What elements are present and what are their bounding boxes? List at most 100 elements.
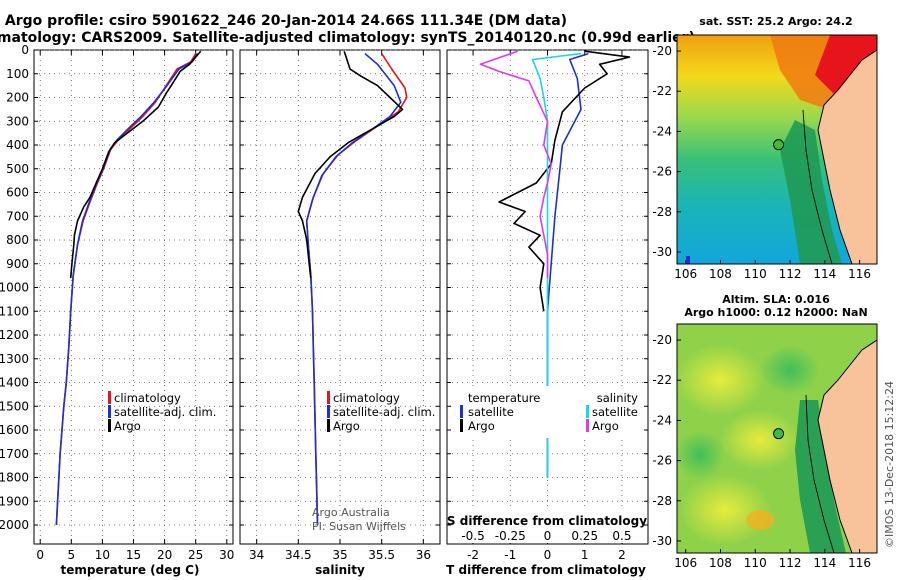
salinity-plot-frame	[239, 49, 441, 545]
sst-isobath	[802, 109, 833, 264]
series-line-argo	[498, 50, 631, 312]
depth-tick-label: 200	[6, 91, 29, 105]
lon-tick-label: 110	[744, 556, 767, 570]
legend-swatch-s-satellite	[586, 405, 589, 418]
x-tick-label: 5	[67, 548, 75, 562]
series-line-argo	[479, 50, 553, 278]
series-line-satellite	[531, 52, 582, 478]
legend-label-climatology: climatology	[333, 391, 400, 405]
depth-tick-label: 300	[6, 114, 29, 128]
x-tick-label: 0	[36, 548, 44, 562]
difference-panel: -2 -1 0 1 2 S difference from climatology -0…	[446, 49, 649, 577]
sla-anomaly	[720, 410, 800, 470]
legend-swatch-t-argo	[460, 419, 463, 432]
lon-tick-label: 114	[813, 556, 836, 570]
legend-label-argo: Argo	[114, 419, 141, 433]
lat-tick-label: -22	[652, 373, 672, 387]
legend-swatch-satellite-adj	[327, 405, 330, 418]
salinity-grid	[240, 49, 440, 544]
depth-tick-label: 0	[21, 43, 29, 57]
salinity-ticks: 34 34.5 35 35.5 36	[240, 49, 440, 562]
s-tick-label: -0.5	[461, 529, 484, 543]
lat-tick-label: -20	[652, 333, 672, 347]
lon-tick-label: 112	[779, 556, 802, 570]
sst-map-title: sat. SST: 25.2 Argo: 24.2	[699, 15, 852, 28]
figure-title-line1: Argo profile: csiro 5901622_246 20-Jan-2…	[5, 13, 567, 29]
s-difference-axis-label: S difference from climatology	[447, 514, 647, 528]
temperature-plot-frame	[33, 49, 234, 545]
legend-swatch-satellite-adj	[108, 405, 111, 418]
depth-tick-label: 1200	[0, 328, 29, 342]
figure-title-line2: Climatology: CARS2009. Satellite-adjuste…	[0, 30, 695, 46]
sla-anomaly	[746, 510, 774, 530]
credit-line1: Argo Australia	[312, 506, 390, 519]
x-tick-label: 35.5	[368, 548, 395, 562]
legend-label-t-satellite: satellite	[468, 405, 514, 419]
lat-tick-label: -20	[652, 44, 672, 58]
lat-tick-label: -26	[652, 165, 672, 179]
legend-swatch-climatology	[108, 391, 111, 404]
sla-map-ticks: 106 108 110 112 114 116 -20 -22 -24 -26 -28 -30	[652, 333, 871, 570]
legend-label-satellite-adj: satellite-adj. clim.	[333, 405, 435, 419]
depth-tick-label: 1600	[0, 423, 29, 437]
temperature-legend: climatology satellite-adj. clim. Argo	[108, 391, 216, 433]
s-tick-label: 0	[544, 529, 552, 543]
x-tick-label: 34	[249, 548, 264, 562]
footer-stamp: ©IMOS 13-Dec-2018 15:12:24	[883, 381, 896, 548]
series-line-satellite-adj-clim	[55, 53, 199, 526]
legend-title-salinity: salinity	[597, 391, 638, 405]
t-difference-axis-label: T difference from climatology	[446, 563, 646, 577]
legend-label-s-argo: Argo	[592, 419, 619, 433]
lon-tick-label: 110	[744, 267, 767, 281]
sla-anomaly	[680, 475, 770, 545]
sla-anomaly	[677, 430, 725, 480]
legend-title-temperature: temperature	[468, 391, 540, 405]
difference-legend-backdrop	[452, 386, 644, 438]
lat-tick-label: -28	[652, 205, 672, 219]
series-line-satellite-adj-clim	[305, 52, 402, 526]
temperature-axis-label: temperature (deg C)	[61, 563, 200, 577]
float-position-marker	[773, 139, 785, 151]
legend-swatch-argo	[327, 419, 330, 432]
s-tick-label: -0.25	[495, 529, 526, 543]
difference-legend: temperature satellite Argo salinity sate…	[460, 391, 638, 433]
depth-tick-label: 100	[6, 67, 29, 81]
sla-map-frame	[676, 323, 878, 554]
temperature-ticks: 0 5 10 15 20 25 30	[34, 49, 234, 562]
sst-map-frame	[676, 34, 878, 265]
depth-tick-label: 800	[6, 233, 29, 247]
salinity-legend: climatology satellite-adj. clim. Argo	[327, 391, 435, 433]
x-tick-label: 1	[581, 548, 589, 562]
lat-tick-label: -28	[652, 494, 672, 508]
legend-label-s-satellite: satellite	[592, 405, 638, 419]
lat-tick-label: -24	[652, 124, 672, 138]
depth-tick-label: 1400	[0, 376, 29, 390]
s-tick-label: 0.5	[612, 529, 631, 543]
depth-tick-label: 600	[6, 186, 29, 200]
depth-tick-label: 1500	[0, 399, 29, 413]
depth-tick-label: 700	[6, 209, 29, 223]
x-tick-label: -1	[504, 548, 516, 562]
series-line-argo	[69, 50, 202, 279]
depth-tick-label: 900	[6, 257, 29, 271]
lat-tick-label: -22	[652, 84, 672, 98]
lat-tick-label: -30	[652, 534, 672, 548]
depth-tick-label: 1900	[0, 494, 29, 508]
temperature-series	[55, 50, 202, 526]
s-tick-label: 0.25	[571, 529, 598, 543]
depth-tick-label: 1100	[0, 304, 29, 318]
legend-swatch-argo	[108, 419, 111, 432]
sla-isobath	[805, 394, 835, 553]
x-tick-label: 0	[544, 548, 552, 562]
sla-anomaly	[677, 345, 765, 415]
depth-tick-label: 1800	[0, 471, 29, 485]
x-tick-label: 10	[95, 548, 110, 562]
temperature-grid	[34, 49, 233, 544]
lon-tick-label: 108	[709, 556, 732, 570]
lon-tick-label: 106	[674, 556, 697, 570]
lat-tick-label: -26	[652, 454, 672, 468]
depth-axis: 0 100 200 300 400 500 600 700 800 900 1000 1100 1200…	[0, 43, 29, 532]
salinity-panel: 34 34.5 35 35.5 36 salinity climatology sate…	[239, 49, 441, 577]
depth-tick-label: 1700	[0, 447, 29, 461]
